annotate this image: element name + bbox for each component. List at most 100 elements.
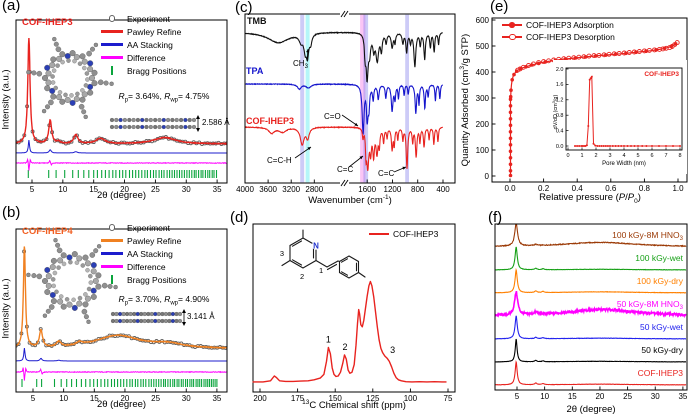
- axis-break-icon: [343, 179, 349, 187]
- x-tick-label: 0.2: [538, 184, 550, 193]
- axis-frame: [252, 223, 456, 393]
- adsorption-marker: [509, 88, 513, 92]
- inset-y-tick-label: 0.8: [556, 113, 564, 119]
- axis-break-mask: [340, 180, 349, 186]
- legend-item: Pawley Refine: [100, 25, 187, 38]
- y-tick-label: 100: [476, 146, 490, 155]
- carbon-1-label: 1: [319, 266, 323, 275]
- pawley-refine-curve: [16, 246, 227, 349]
- pore-size-marker: [588, 78, 591, 81]
- panel-letter: (a): [2, 0, 21, 14]
- x-tick-label: 0.4: [572, 184, 584, 193]
- adsorption-marker: [514, 69, 519, 73]
- adsorption-marker: [508, 130, 513, 134]
- line-dot-marker-icon: [502, 22, 522, 28]
- x-tick-label: 175: [291, 394, 305, 403]
- axis-break-icon: [340, 10, 346, 18]
- pore-size-marker: [604, 145, 607, 147]
- highlight-band: [300, 14, 305, 183]
- pore-size-marker: [581, 145, 584, 147]
- axis-frame: [15, 19, 228, 184]
- pawley-refine-curve: [16, 37, 227, 145]
- pore-size-marker: [590, 75, 593, 78]
- adsorption-marker: [543, 60, 548, 64]
- x-tick-label: 1600: [358, 185, 376, 194]
- x-tick-label: 25: [151, 185, 160, 194]
- adsorption-marker: [662, 46, 667, 51]
- pxrd-curve-6: [495, 360, 687, 386]
- inset-x-tick-label: 6: [650, 153, 653, 159]
- adsorption-marker: [508, 143, 513, 147]
- refinement-r-factors: Rp= 3.70%, Rwp= 4.90%: [118, 294, 210, 307]
- pore-size-marker: [609, 145, 611, 147]
- pore-size-marker: [641, 145, 644, 147]
- inset-x-tick-label: 0: [566, 153, 569, 159]
- curve-label: 100 kGy-dry: [637, 276, 684, 286]
- tick-marker-icon: [100, 66, 124, 75]
- aa-stacking-sideview: [110, 309, 186, 326]
- inset-y-tick-label: 2.0: [556, 67, 564, 73]
- pxrd-curve-0: [495, 224, 687, 248]
- panel-e: 0 100 200 300 400 500 600 0.0 0.2 0.4 0.6 0.8 1.0 0 1 2…: [459, 0, 700, 209]
- x-tick-label: 1.0: [672, 184, 684, 193]
- line-open-dot-marker-icon: [502, 33, 522, 41]
- x-tick-label: 10: [59, 394, 68, 403]
- x-tick-label: 0.8: [639, 184, 651, 193]
- panel-d: 1 2 3 200 175 150 125 100 75 (d) COF-IHEP3 N 3 1…: [230, 209, 466, 417]
- adsorption-marker: [508, 136, 513, 141]
- adsorption-marker: [519, 66, 523, 71]
- adsorption-marker: [510, 78, 514, 82]
- line-marker-icon: [100, 56, 124, 59]
- y-tick-label: 400: [476, 68, 490, 77]
- pxrd-curve-1: [495, 246, 687, 271]
- pore-size-marker: [620, 145, 623, 147]
- x-axis-title: 2θ (degree): [96, 190, 147, 201]
- inset-x-tick-label: 5: [636, 153, 639, 159]
- inset-y-axis-title: dV/dD (cm3/g): [551, 95, 559, 130]
- highlight-band: [405, 14, 409, 183]
- ftir-spectrum-COF-IHEP3: [245, 125, 444, 171]
- x-axis-title: Wavenumber (cm-1): [308, 194, 392, 207]
- inset-x-tick-label: 3: [608, 153, 611, 159]
- legend-label: AA Stacking: [127, 248, 173, 259]
- line-marker-icon: [100, 30, 124, 33]
- pore-size-marker: [617, 145, 620, 147]
- line-marker-icon: [100, 43, 124, 46]
- x-tick-label: 125: [366, 394, 380, 403]
- legend-item: Experiment: [100, 221, 187, 234]
- inset-y-tick-label: 1.6: [556, 82, 564, 88]
- line-marker-icon: [100, 265, 124, 268]
- panel-letter: (f): [488, 209, 503, 226]
- adsorption-marker: [614, 52, 618, 56]
- curve-label: 50 kGy-wet: [640, 322, 684, 332]
- x-tick-label: 800: [411, 185, 425, 194]
- adsorption-marker: [573, 56, 578, 60]
- legend-label: Experiment: [127, 13, 170, 24]
- aromatic-bonds: [291, 240, 315, 266]
- panel-a: 5 10 15 20 25 30 35 (a) COF-IHEP3 Experiment P…: [0, 0, 233, 209]
- nitrogen-label: N: [313, 242, 319, 251]
- x-tick-label: 3600: [259, 185, 277, 194]
- pore-size-marker: [578, 145, 581, 147]
- x-tick-label: 35: [213, 185, 222, 194]
- x-tick-label: 15: [568, 392, 577, 401]
- legend-label: AA Stacking: [127, 39, 173, 50]
- y-axis-title: Intensity (a.u.): [0, 69, 12, 130]
- annotation-label: C=C: [337, 165, 353, 174]
- legend-item: Pawley Refine: [100, 234, 187, 247]
- x-tick-label: 25: [151, 394, 160, 403]
- axis-break-icon: [343, 10, 349, 18]
- arrowhead: [306, 49, 310, 53]
- panel-letter: (d): [230, 209, 249, 226]
- curve-label: 50 kGy-8M HNO3: [617, 299, 684, 311]
- pore-size-marker: [576, 145, 579, 147]
- annotation-label: C=C-H: [267, 156, 292, 165]
- x-axis-title: Relative pressure (P/P0): [539, 192, 641, 205]
- pore-size-marker: [574, 145, 576, 147]
- legend-label: Bragg Positions: [127, 274, 187, 285]
- adsorption-marker: [508, 94, 513, 99]
- x-tick-label: 5: [515, 392, 520, 401]
- x-tick-label: 30: [651, 392, 660, 401]
- x-tick-label: 10: [58, 185, 67, 194]
- legend-label: Bragg Positions: [127, 65, 187, 76]
